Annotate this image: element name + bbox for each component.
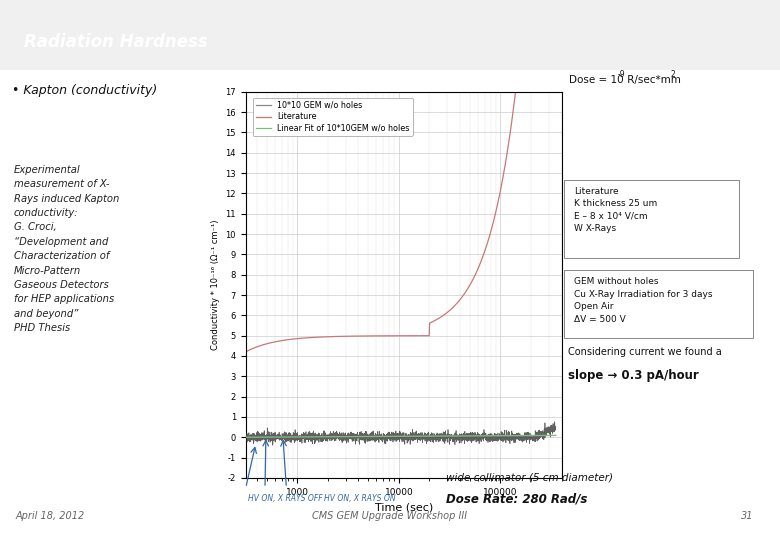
Y-axis label: Conductivity * 10⁻¹⁶ (Ω⁻¹ cm⁻¹): Conductivity * 10⁻¹⁶ (Ω⁻¹ cm⁻¹) — [211, 220, 220, 350]
Text: • Kapton (conductivity): • Kapton (conductivity) — [12, 84, 157, 97]
Text: 31: 31 — [741, 511, 753, 522]
Text: Dose Rate: 280 Rad/s: Dose Rate: 280 Rad/s — [446, 492, 587, 505]
Text: Dose = 10: Dose = 10 — [569, 75, 624, 85]
Text: R/sec*mm: R/sec*mm — [624, 75, 681, 85]
Legend: 10*10 GEM w/o holes, Literature, Linear Fit of 10*10GEM w/o holes: 10*10 GEM w/o holes, Literature, Linear … — [253, 98, 413, 136]
Text: CMS GEM Upgrade Workshop III: CMS GEM Upgrade Workshop III — [313, 511, 467, 522]
Text: Literature
K thickness 25 um
E – 8 x 10⁴ V/cm
W X-Rays: Literature K thickness 25 um E – 8 x 10⁴… — [574, 187, 658, 233]
Text: April 18, 2012: April 18, 2012 — [16, 511, 85, 522]
Text: Radiation Hardness: Radiation Hardness — [24, 33, 207, 51]
Text: HV ON, X RAYS OFF: HV ON, X RAYS OFF — [248, 494, 323, 503]
Text: GEM without holes
Cu X-Ray Irradiation for 3 days
Open Air
ΔV = 500 V: GEM without holes Cu X-Ray Irradiation f… — [574, 277, 713, 323]
Text: slope → 0.3 pA/hour: slope → 0.3 pA/hour — [568, 369, 699, 382]
Text: -9: -9 — [618, 70, 626, 79]
Text: Considering current we found a: Considering current we found a — [568, 347, 722, 357]
Text: Experimental
measurement of X-
Rays induced Kapton
conductivity:
G. Croci,
“Deve: Experimental measurement of X- Rays indu… — [14, 165, 119, 333]
Text: 2: 2 — [670, 70, 675, 79]
X-axis label: Time (sec): Time (sec) — [374, 502, 433, 512]
Text: wide collimator (5 cm diameter): wide collimator (5 cm diameter) — [446, 472, 613, 483]
Text: HV ON, X RAYS ON: HV ON, X RAYS ON — [324, 494, 395, 503]
